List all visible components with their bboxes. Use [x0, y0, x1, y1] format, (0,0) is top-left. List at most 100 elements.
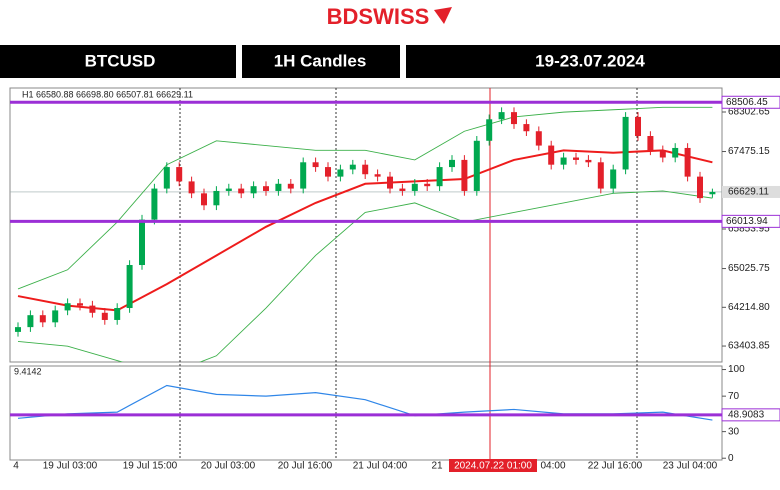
- candle-body: [573, 157, 579, 160]
- candle-body: [139, 219, 145, 266]
- y-tick-label: 30: [728, 426, 740, 437]
- candle-body: [548, 145, 555, 165]
- candle-body: [39, 315, 46, 323]
- ohlc-info: H1 66580.88 66698.80 66507.81 66629.11: [22, 89, 193, 99]
- logo: BDSWISS: [327, 4, 430, 29]
- y-tick-label: 0: [728, 453, 734, 464]
- candle-body: [300, 162, 307, 189]
- y-tick-label: 65025.75: [728, 263, 770, 274]
- candle-body: [622, 116, 629, 170]
- rsi-level-label: 48.9083: [728, 409, 765, 420]
- candle-body: [64, 303, 71, 311]
- level-box: [721, 214, 780, 228]
- candle-body: [362, 164, 369, 175]
- x-tick-label: 19 Jul 15:00: [123, 461, 178, 472]
- candle-body: [523, 124, 530, 132]
- candle-body: [163, 167, 170, 189]
- x-tick-label: 20 Jul 16:00: [278, 461, 333, 472]
- candle-body: [275, 183, 282, 191]
- candle-body: [349, 164, 356, 170]
- candle-body: [697, 176, 703, 199]
- cursor-time-box: [449, 459, 537, 472]
- candle-body: [684, 147, 691, 177]
- candle-body: [585, 159, 592, 163]
- rsi-label: 9.4142: [14, 366, 42, 376]
- candle-body: [511, 112, 517, 125]
- level-label: 68506.45: [726, 97, 768, 108]
- y-tick-label: 65853.95: [728, 224, 770, 235]
- candle-body: [325, 167, 331, 177]
- indicator-line: [17, 190, 713, 362]
- candle-body: [498, 112, 505, 120]
- candle-body: [374, 174, 381, 177]
- header-gap: [236, 45, 242, 78]
- x-tick-label: 23 Jul 04:00: [663, 461, 718, 472]
- candle-body: [635, 116, 641, 137]
- candle-body: [399, 188, 406, 191]
- candle-body: [312, 162, 319, 168]
- candle-body: [424, 183, 431, 187]
- symbol: BTCUSD: [85, 51, 156, 70]
- candle-body: [461, 159, 468, 191]
- x-tick-label: 22 Jul 16:00: [588, 461, 643, 472]
- candle-body: [411, 183, 418, 191]
- x-tick-label: 19 Jul 03:00: [43, 461, 98, 472]
- main-plot: [10, 106, 722, 362]
- candle-body: [436, 167, 443, 187]
- header-gap: [400, 45, 406, 78]
- candle-body: [560, 157, 567, 165]
- candle-body: [238, 188, 245, 194]
- candle-body: [176, 167, 183, 182]
- timeframe: 1H Candles: [274, 51, 367, 70]
- candle-body: [287, 183, 294, 189]
- candle-body: [250, 186, 257, 194]
- candle-body: [337, 169, 344, 177]
- y-tick-label: 100: [728, 364, 745, 375]
- y-tick-label: 70: [728, 391, 740, 402]
- candle-body: [89, 305, 96, 313]
- candle-body: [188, 181, 195, 194]
- candle-body: [101, 312, 108, 320]
- y-tick-label: 63403.85: [728, 341, 770, 352]
- candle-body: [647, 136, 654, 151]
- candle-body: [114, 308, 121, 320]
- x-tick-label: 04:00: [540, 461, 565, 472]
- candle-body: [486, 119, 493, 141]
- header-bar: [0, 45, 780, 78]
- candle-body: [473, 140, 480, 191]
- current-price-box: [722, 185, 780, 198]
- candle-body: [77, 303, 83, 306]
- current-price-label: 66629.11: [728, 187, 769, 198]
- rsi-pane: [9, 365, 723, 461]
- candle-body: [387, 176, 393, 189]
- candle-body: [610, 169, 617, 189]
- candle-body: [535, 131, 542, 146]
- level-box: [721, 95, 780, 109]
- candle-body: [213, 190, 220, 206]
- x-tick-label: 21 Jul 04:00: [353, 461, 408, 472]
- main-pane: [9, 87, 723, 363]
- rsi-level-box: [721, 408, 780, 422]
- x-tick-label: 20 Jul 03:00: [201, 461, 256, 472]
- x-tick-label: 4: [13, 461, 19, 472]
- logo-mark: [434, 7, 452, 24]
- y-tick-label: 64214.80: [728, 302, 770, 313]
- y-tick-label: 68302.65: [728, 107, 770, 118]
- candle-body: [597, 162, 604, 189]
- indicator-line: [17, 106, 713, 290]
- y-tick-label: 67475.15: [728, 146, 770, 157]
- candle-body: [151, 188, 158, 220]
- candle-body: [126, 265, 133, 309]
- candle-body: [449, 159, 455, 168]
- candle-body: [672, 147, 679, 158]
- dates: 19-23.07.2024: [535, 51, 645, 70]
- candle-body: [27, 315, 34, 328]
- candle-body: [201, 193, 207, 206]
- candle-body: [15, 327, 21, 332]
- x-tick-label: 21: [431, 461, 443, 472]
- candle-body: [225, 188, 232, 191]
- candle-body: [263, 186, 269, 191]
- candle-body: [52, 310, 59, 323]
- x-tick-label: 2024.07.22 01:00: [454, 461, 532, 472]
